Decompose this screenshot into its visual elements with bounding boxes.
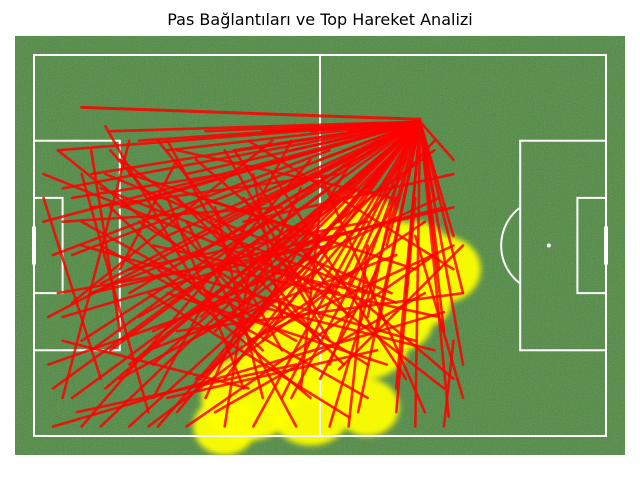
pass-line-80	[204, 187, 303, 400]
hub-pass-37	[418, 120, 465, 366]
pass-line-79	[128, 253, 265, 366]
pass-line-73	[61, 206, 284, 223]
hub-pass-38	[418, 120, 455, 162]
hub-pass-24	[318, 120, 422, 162]
pass-line-60	[80, 172, 150, 414]
pass-line-81	[147, 291, 350, 419]
pass-line-72	[232, 139, 436, 366]
pass-line-40	[46, 301, 226, 366]
pass-line-89	[290, 196, 398, 400]
pass-line-65	[318, 268, 379, 381]
pass-line-85	[108, 148, 246, 304]
hub-pass-30	[375, 120, 422, 333]
pass-line-52	[61, 139, 131, 400]
pass-line-53	[89, 148, 122, 333]
hub-pass-53	[51, 120, 422, 390]
hub-pass-52	[309, 120, 422, 133]
pass-line-86	[204, 268, 293, 333]
pass-line-59	[442, 339, 455, 428]
chart-title: Pas Bağlantıları ve Top Hareket Analizi	[167, 10, 473, 29]
pass-line-82	[99, 187, 398, 304]
pass-line-61	[118, 158, 179, 271]
pass-line-14	[166, 348, 379, 400]
pass-line-66	[366, 139, 408, 319]
pass-line-77	[213, 291, 427, 414]
pass-line-90	[251, 148, 436, 285]
pass-line-0	[56, 148, 179, 247]
pass-line-71	[194, 158, 455, 381]
hub-pass-40	[61, 120, 422, 190]
pass-line-87	[242, 196, 331, 343]
pass-line-54	[42, 196, 103, 381]
pass-layer	[42, 105, 465, 428]
pass-line-84	[156, 139, 322, 343]
pass-line-67	[414, 234, 465, 400]
hub-pass-long	[80, 105, 422, 121]
pass-line-88	[147, 268, 360, 428]
pass-line-45	[242, 172, 455, 223]
pass-line-91	[337, 244, 465, 371]
hub-pass-58	[418, 120, 451, 419]
hub-pass-57	[414, 120, 422, 428]
hub-pass-45	[290, 120, 422, 152]
hub-pass-54	[99, 120, 422, 428]
right-penalty-arc	[500, 206, 521, 285]
pass-line-55	[223, 244, 255, 428]
pass-line-63	[251, 172, 284, 319]
right-penalty-spot	[546, 243, 551, 248]
pass-line-69	[108, 187, 331, 352]
hub-pass-27	[347, 120, 422, 285]
pitch-markings	[32, 54, 608, 437]
pass-line-74	[80, 158, 312, 428]
